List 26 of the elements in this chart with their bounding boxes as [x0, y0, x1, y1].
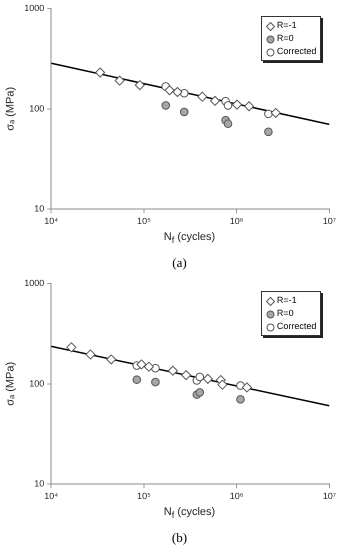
legend-label: R=-1 [276, 295, 297, 306]
x-tick-label: 10⁴ [44, 491, 58, 502]
legend-label: R=0 [276, 308, 294, 318]
x-tick-label: 10⁶ [230, 491, 244, 502]
legend-label: R=0 [276, 33, 294, 44]
y-axis-title: σₐ (MPa) [4, 362, 17, 406]
y-axis-title: σₐ (MPa) [4, 86, 17, 131]
legend-label: Corrected [276, 46, 316, 56]
legend-label: R=-1 [276, 20, 297, 30]
x-axis-title: N$_{f}$ (cycles) [162, 505, 216, 522]
x-axis-title: N$_{f}$ (cycles) [162, 230, 216, 248]
text: (b) [170, 530, 188, 546]
x-tick-label: 10⁷ [322, 491, 336, 502]
y-tick-label: 100 [29, 103, 44, 114]
x-tick-label: 10⁴ [44, 216, 58, 226]
y-tick-label: 10 [34, 204, 44, 214]
legend-label: Corrected [276, 321, 316, 332]
y-tick-label: 1000 [24, 2, 44, 13]
y-tick-label: 1000 [24, 278, 44, 288]
x-tick-label: 10⁷ [322, 216, 336, 226]
x-tick-label: 10⁶ [230, 216, 244, 226]
text: (a) [171, 255, 188, 272]
x-tick-label: 10⁵ [137, 491, 152, 502]
y-tick-label: 10 [34, 478, 44, 489]
x-tick-label: 10⁵ [137, 216, 152, 226]
y-tick-label: 100 [29, 378, 44, 388]
